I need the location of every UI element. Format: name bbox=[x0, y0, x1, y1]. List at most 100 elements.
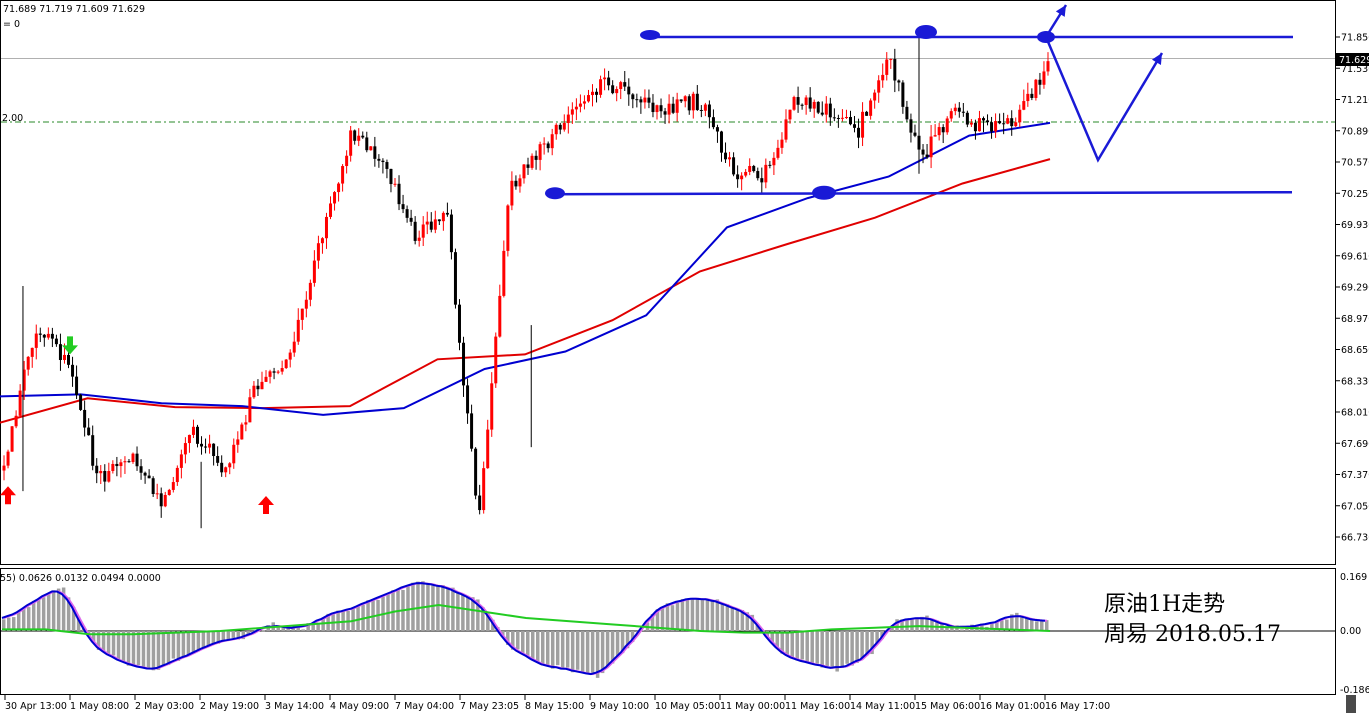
histogram-bar bbox=[526, 631, 530, 656]
histogram-bar bbox=[116, 631, 121, 661]
candle bbox=[67, 352, 71, 369]
price-axis: 71.850 71.530 71.210 70.890 70.570 70.250 69.9… bbox=[1335, 33, 1369, 544]
histogram-bar bbox=[745, 612, 750, 631]
histogram-bar bbox=[610, 631, 615, 664]
candle bbox=[990, 116, 994, 139]
candle bbox=[514, 175, 518, 190]
candle bbox=[288, 349, 292, 368]
candle bbox=[284, 358, 288, 370]
candle bbox=[445, 202, 449, 217]
candle bbox=[595, 88, 599, 103]
histogram-bar bbox=[815, 631, 819, 664]
price-tick-label: 69.610 bbox=[1341, 251, 1369, 262]
candle bbox=[30, 347, 34, 368]
candle bbox=[558, 122, 562, 135]
histogram-bar bbox=[590, 631, 595, 673]
candle bbox=[615, 86, 619, 102]
candle bbox=[675, 92, 679, 122]
histogram-bar bbox=[705, 599, 710, 631]
scroll-handle[interactable] bbox=[1346, 695, 1356, 713]
histogram-bar bbox=[735, 610, 740, 631]
candle bbox=[248, 388, 252, 423]
candle bbox=[631, 93, 635, 109]
candle bbox=[437, 219, 441, 226]
candle bbox=[429, 212, 433, 233]
histogram-bar bbox=[895, 619, 899, 631]
histogram-bar bbox=[51, 590, 56, 631]
histogram-bar bbox=[790, 631, 794, 659]
current-price-label: 71.629 bbox=[1339, 55, 1369, 66]
histogram-bar bbox=[246, 631, 251, 636]
histogram-bar bbox=[575, 631, 580, 670]
histogram-bar bbox=[550, 631, 555, 669]
histogram-bar bbox=[276, 627, 280, 631]
candle bbox=[530, 153, 534, 170]
histogram-bar bbox=[166, 631, 171, 666]
candle bbox=[820, 101, 824, 117]
histogram-bar bbox=[71, 607, 76, 631]
candle bbox=[280, 360, 284, 375]
histogram-bar bbox=[146, 631, 151, 669]
histogram-bar bbox=[560, 631, 565, 670]
histogram-bar bbox=[1040, 620, 1044, 631]
price-tick-label: 71.850 bbox=[1341, 33, 1369, 44]
candle bbox=[853, 115, 857, 133]
histogram-bar bbox=[665, 603, 670, 631]
candle bbox=[941, 124, 945, 144]
histogram-bar bbox=[511, 631, 515, 650]
candle bbox=[655, 104, 659, 120]
histogram-bar bbox=[46, 593, 51, 631]
candle bbox=[38, 327, 42, 343]
histogram-bar bbox=[371, 599, 375, 631]
histogram-bar bbox=[555, 631, 560, 666]
histogram-bar bbox=[565, 631, 570, 668]
histogram-bar bbox=[126, 631, 131, 666]
time-tick-label: 1 May 08:00 bbox=[70, 701, 129, 712]
time-tick-label: 16 May 01:00 bbox=[980, 701, 1045, 712]
candle bbox=[187, 434, 191, 453]
price-tick-label: 67.690 bbox=[1341, 439, 1369, 450]
trendline-drawings bbox=[545, 4, 1293, 200]
candle bbox=[756, 167, 760, 181]
candle bbox=[232, 438, 236, 469]
candle bbox=[409, 209, 413, 226]
candle bbox=[341, 164, 345, 192]
histogram-bar bbox=[1020, 616, 1024, 631]
histogram-bar bbox=[675, 602, 680, 631]
candle bbox=[804, 95, 808, 115]
histogram-bar bbox=[1000, 620, 1004, 631]
time-tick-label: 7 May 23:05 bbox=[460, 701, 519, 712]
candle bbox=[881, 63, 885, 88]
histogram-bar bbox=[1005, 619, 1009, 631]
price-tick-label: 68.970 bbox=[1341, 314, 1369, 325]
candle bbox=[10, 425, 14, 452]
candle bbox=[973, 119, 977, 140]
candle bbox=[316, 235, 320, 269]
price-tick-label: 68.010 bbox=[1341, 408, 1369, 419]
histogram-bar bbox=[810, 631, 814, 664]
histogram-bar bbox=[431, 585, 435, 631]
price-tick-label: 71.530 bbox=[1341, 64, 1369, 75]
price-tick-label: 70.890 bbox=[1341, 126, 1369, 137]
candle bbox=[1018, 104, 1022, 127]
histogram-bar bbox=[206, 631, 211, 646]
histogram-bar bbox=[595, 631, 600, 678]
candle bbox=[425, 211, 429, 235]
price-tick-label: 68.330 bbox=[1341, 376, 1369, 387]
candle bbox=[599, 75, 603, 98]
histogram-bar bbox=[965, 628, 969, 631]
candle bbox=[651, 94, 655, 118]
candle bbox=[506, 204, 510, 257]
histogram-bar bbox=[840, 631, 844, 668]
candle bbox=[736, 165, 740, 188]
histogram-bar bbox=[845, 631, 849, 664]
histogram-bar bbox=[715, 599, 720, 631]
histogram-bar bbox=[570, 631, 575, 673]
candle bbox=[123, 456, 127, 474]
histogram-bar bbox=[101, 631, 106, 652]
candle bbox=[18, 384, 22, 418]
candle bbox=[760, 167, 764, 194]
histogram-bar bbox=[421, 581, 425, 631]
candle bbox=[981, 116, 985, 133]
